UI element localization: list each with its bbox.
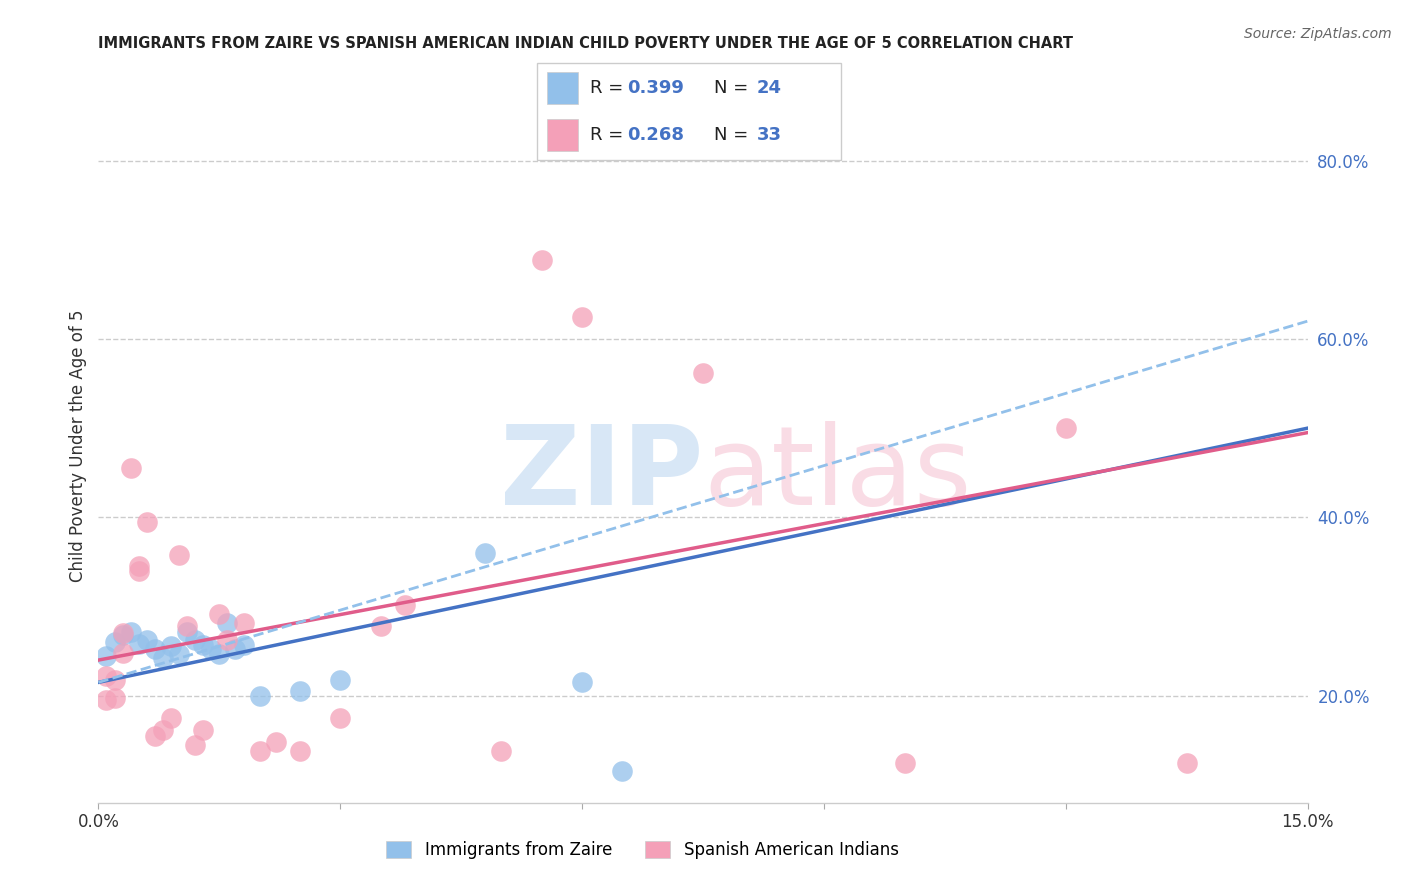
Point [893, 756, 915, 770]
Legend: Immigrants from Zaire, Spanish American Indians: Immigrants from Zaire, Spanish American … [380, 834, 905, 866]
Point [288, 744, 311, 758]
Point [232, 615, 254, 630]
Point [143, 729, 166, 743]
Point [571, 675, 593, 690]
Point [612, 764, 634, 778]
Point [288, 684, 311, 698]
Point [193, 638, 215, 652]
Point [96, 669, 118, 683]
Point [96, 648, 118, 663]
Point [103, 635, 125, 649]
Point [111, 646, 134, 660]
Point [491, 744, 513, 758]
Point [120, 461, 142, 475]
Point [152, 723, 174, 737]
Text: N =: N = [714, 79, 754, 97]
Text: 0.268: 0.268 [627, 126, 685, 144]
Point [217, 615, 239, 630]
FancyBboxPatch shape [547, 72, 578, 103]
Text: atlas: atlas [703, 421, 972, 528]
Point [474, 546, 496, 560]
Point [111, 626, 134, 640]
Point [200, 642, 222, 657]
Point [167, 548, 190, 562]
Point [176, 619, 198, 633]
Text: 33: 33 [756, 126, 782, 144]
Text: 24: 24 [756, 79, 782, 97]
Point [160, 639, 183, 653]
Point [103, 673, 125, 687]
Point [135, 515, 157, 529]
Point [264, 735, 287, 749]
Text: R =: R = [591, 126, 628, 144]
Point [394, 598, 416, 612]
Point [224, 642, 246, 657]
Text: R =: R = [591, 79, 628, 97]
Y-axis label: Child Poverty Under the Age of 5: Child Poverty Under the Age of 5 [69, 310, 87, 582]
Point [329, 673, 352, 687]
Point [128, 564, 150, 578]
Point [208, 607, 231, 621]
Point [249, 744, 271, 758]
Point [143, 642, 166, 657]
FancyBboxPatch shape [547, 120, 578, 151]
Point [370, 619, 392, 633]
Point [96, 693, 118, 707]
Point [160, 711, 183, 725]
Text: ZIP: ZIP [499, 421, 703, 528]
Point [103, 690, 125, 705]
Point [692, 366, 714, 380]
Text: N =: N = [714, 126, 754, 144]
Point [249, 689, 271, 703]
Text: Source: ZipAtlas.com: Source: ZipAtlas.com [1244, 27, 1392, 41]
Point [530, 253, 553, 268]
FancyBboxPatch shape [537, 63, 841, 160]
Point [571, 310, 593, 324]
Point [176, 624, 198, 639]
Point [232, 638, 254, 652]
Point [184, 738, 207, 752]
Point [135, 633, 157, 648]
Point [1054, 421, 1077, 435]
Text: 0.399: 0.399 [627, 79, 683, 97]
Point [193, 723, 215, 737]
Point [329, 711, 352, 725]
Point [217, 633, 239, 648]
Point [128, 559, 150, 574]
Point [111, 628, 134, 642]
Point [1175, 756, 1198, 770]
Text: IMMIGRANTS FROM ZAIRE VS SPANISH AMERICAN INDIAN CHILD POVERTY UNDER THE AGE OF : IMMIGRANTS FROM ZAIRE VS SPANISH AMERICA… [98, 36, 1073, 51]
Point [152, 651, 174, 665]
Point [120, 624, 142, 639]
Point [167, 647, 190, 661]
Point [208, 647, 231, 661]
Point [128, 637, 150, 651]
Point [184, 633, 207, 648]
